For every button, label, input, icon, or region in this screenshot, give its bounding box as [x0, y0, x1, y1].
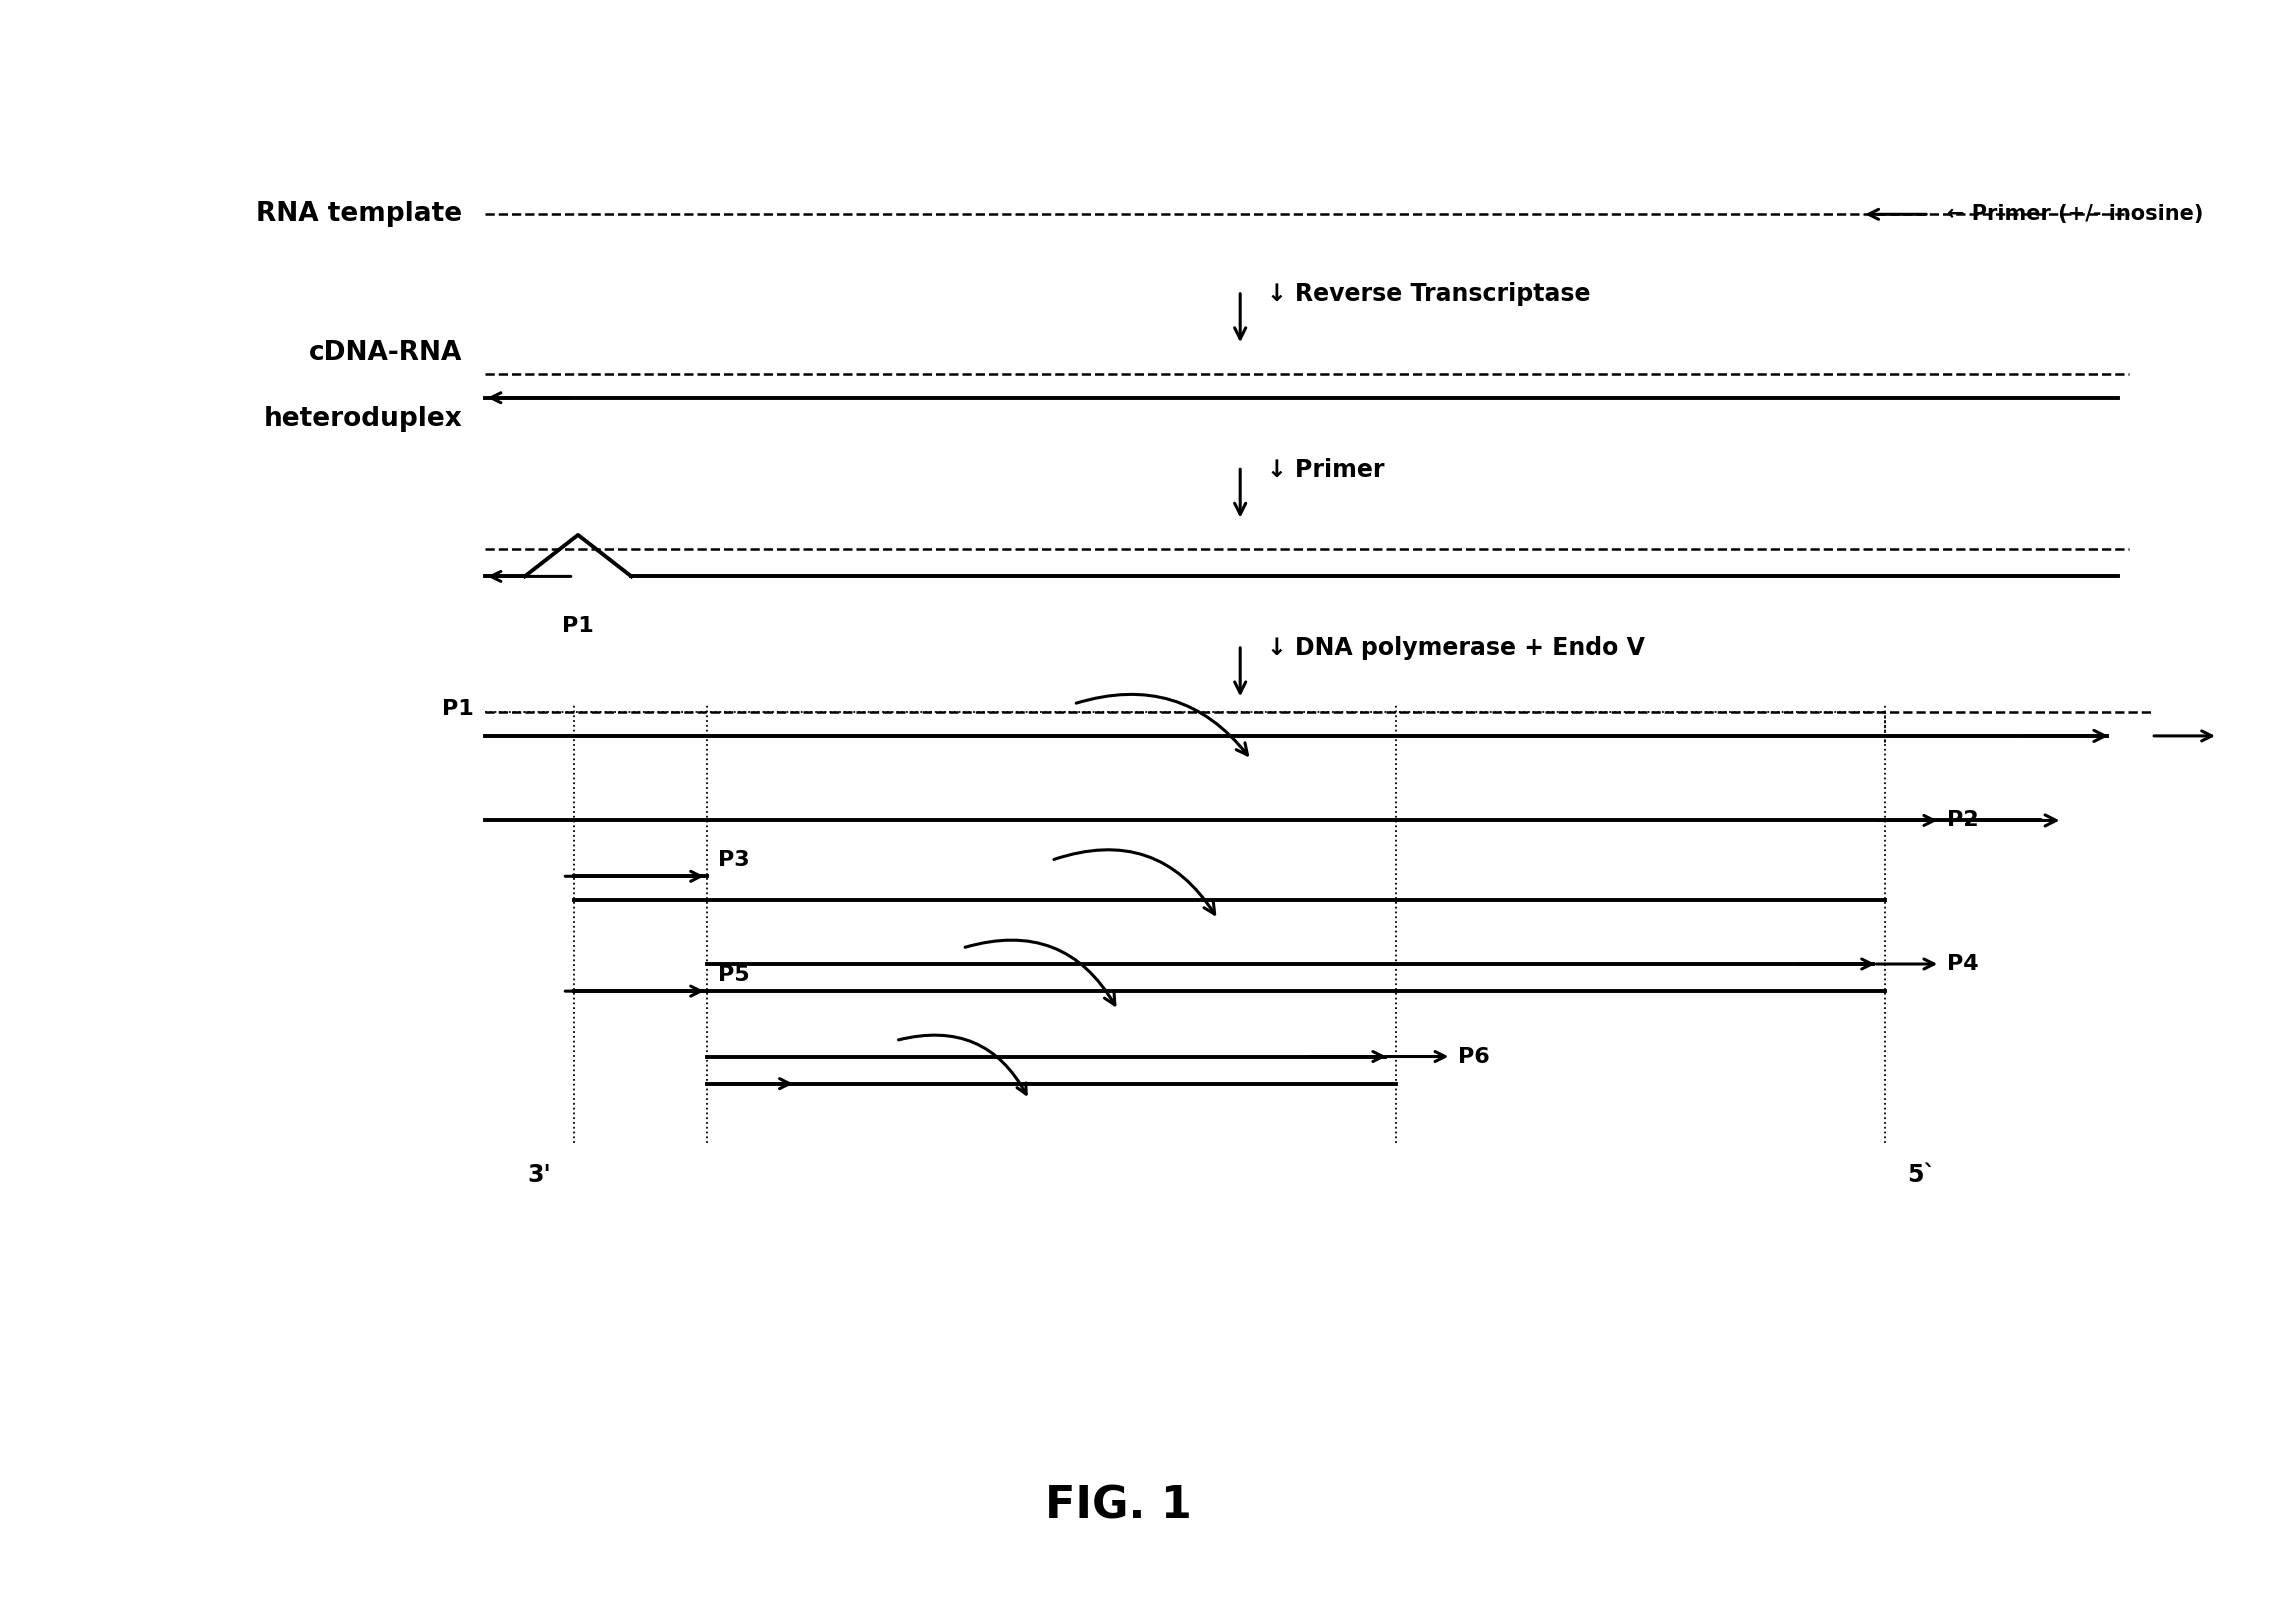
Text: 5`: 5` — [1906, 1163, 1935, 1186]
Text: P2: P2 — [1947, 811, 1979, 830]
Text: ↓ Reverse Transcriptase: ↓ Reverse Transcriptase — [1266, 282, 1591, 306]
Text: P1: P1 — [563, 616, 594, 636]
Text: ↓ Primer: ↓ Primer — [1266, 457, 1384, 481]
Text: cDNA-RNA: cDNA-RNA — [309, 339, 463, 365]
Text: P5: P5 — [717, 965, 749, 985]
Text: P1: P1 — [442, 698, 474, 719]
Text: ← Primer (+/- inosine): ← Primer (+/- inosine) — [1947, 204, 2203, 224]
Text: heteroduplex: heteroduplex — [263, 405, 463, 431]
Text: ↓ DNA polymerase + Endo V: ↓ DNA polymerase + Endo V — [1266, 636, 1645, 660]
Text: FIG. 1: FIG. 1 — [1044, 1485, 1191, 1529]
Text: RNA template: RNA template — [256, 201, 463, 227]
Text: 3': 3' — [529, 1163, 551, 1186]
Text: P4: P4 — [1947, 954, 1979, 973]
Text: P6: P6 — [1459, 1046, 1491, 1067]
Text: P3: P3 — [717, 850, 749, 870]
